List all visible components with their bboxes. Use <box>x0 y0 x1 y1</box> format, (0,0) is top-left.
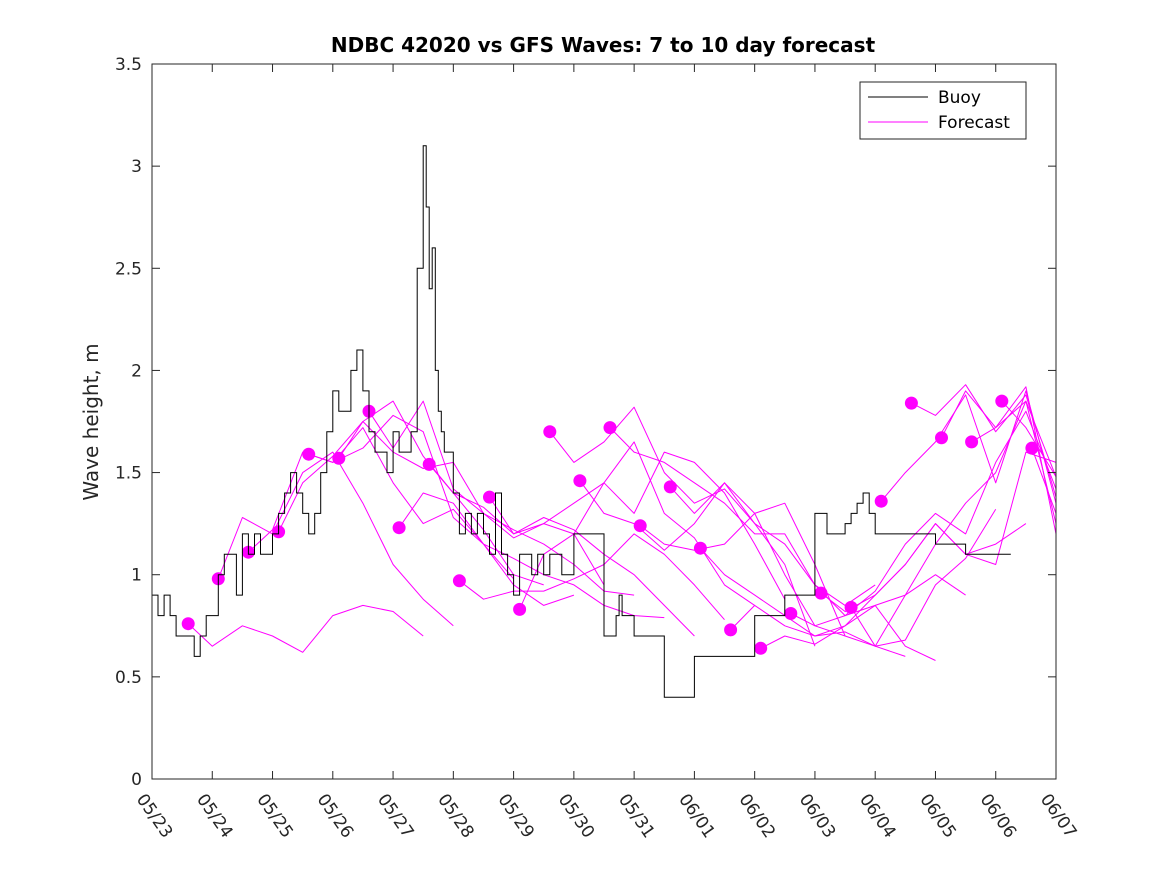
forecast-start-point <box>965 435 979 449</box>
forecast-start-point <box>995 394 1009 408</box>
forecast-start-point <box>814 586 828 600</box>
axes-box <box>151 63 1057 780</box>
forecast-start-point <box>1025 441 1039 455</box>
forecast-start-point <box>181 617 195 631</box>
y-tick-label: 1 <box>131 566 142 586</box>
y-axis-label: Wave height, m <box>79 343 103 500</box>
plot-area <box>152 145 1057 698</box>
forecast-line <box>850 400 1057 647</box>
buoy-line <box>152 145 1011 698</box>
forecast-line <box>428 464 695 637</box>
y-tick-label: 3.5 <box>115 55 142 75</box>
forecast-line <box>278 400 544 586</box>
forecast-line <box>368 400 635 596</box>
forecast-start-point <box>483 490 496 504</box>
forecast-line <box>489 441 755 606</box>
forecast-start-point <box>784 607 798 620</box>
legend-box <box>859 81 1027 140</box>
forecast-line <box>609 427 876 606</box>
forecast-start-point <box>513 602 527 616</box>
legend-label-buoy: Buoy <box>938 88 981 108</box>
forecast-start-point <box>332 451 346 465</box>
legend-label-forecast: Forecast <box>938 113 1010 133</box>
forecast-start-point <box>573 474 587 488</box>
forecast-line <box>217 451 454 627</box>
forecast-line <box>248 427 514 580</box>
y-tick-label: 0.5 <box>115 668 142 688</box>
chart-title: NDBC 42020 vs GFS Waves: 7 to 10 day for… <box>331 33 876 57</box>
y-tick-label: 2.5 <box>115 259 142 279</box>
y-tick-label: 2 <box>131 361 142 381</box>
forecast-line <box>880 390 1057 504</box>
forecast-start-point <box>603 421 617 435</box>
forecast-start-point <box>663 480 677 494</box>
forecast-line <box>700 547 966 637</box>
forecast-line <box>187 604 424 653</box>
y-tick-label: 3 <box>131 157 142 177</box>
forecast-line <box>1031 447 1057 514</box>
forecast-line <box>639 512 906 657</box>
y-tick-label: 1.5 <box>115 464 142 484</box>
forecast-start-point <box>452 574 466 588</box>
forecast-start-point <box>302 447 316 461</box>
forecast-start-point <box>693 541 707 555</box>
forecast-line <box>1001 400 1057 477</box>
forecast-line <box>971 400 1057 524</box>
forecast-line <box>459 533 725 621</box>
forecast-start-point <box>754 641 768 655</box>
forecast-start-point <box>422 457 436 471</box>
forecast-start-point <box>874 494 888 508</box>
legend: Buoy Forecast <box>859 81 1027 140</box>
forecast-start-point <box>844 600 858 614</box>
forecast-line <box>579 480 846 637</box>
forecast-start-point <box>392 521 406 535</box>
forecast-start-point <box>724 623 738 637</box>
forecast-start-point <box>633 519 647 533</box>
forecast-start-point <box>904 396 918 410</box>
forecast-start-point <box>543 425 557 439</box>
forecast-line <box>338 421 605 586</box>
y-tick-label: 0 <box>131 770 142 790</box>
forecast-start-point <box>935 431 948 445</box>
forecast-line <box>669 482 936 661</box>
